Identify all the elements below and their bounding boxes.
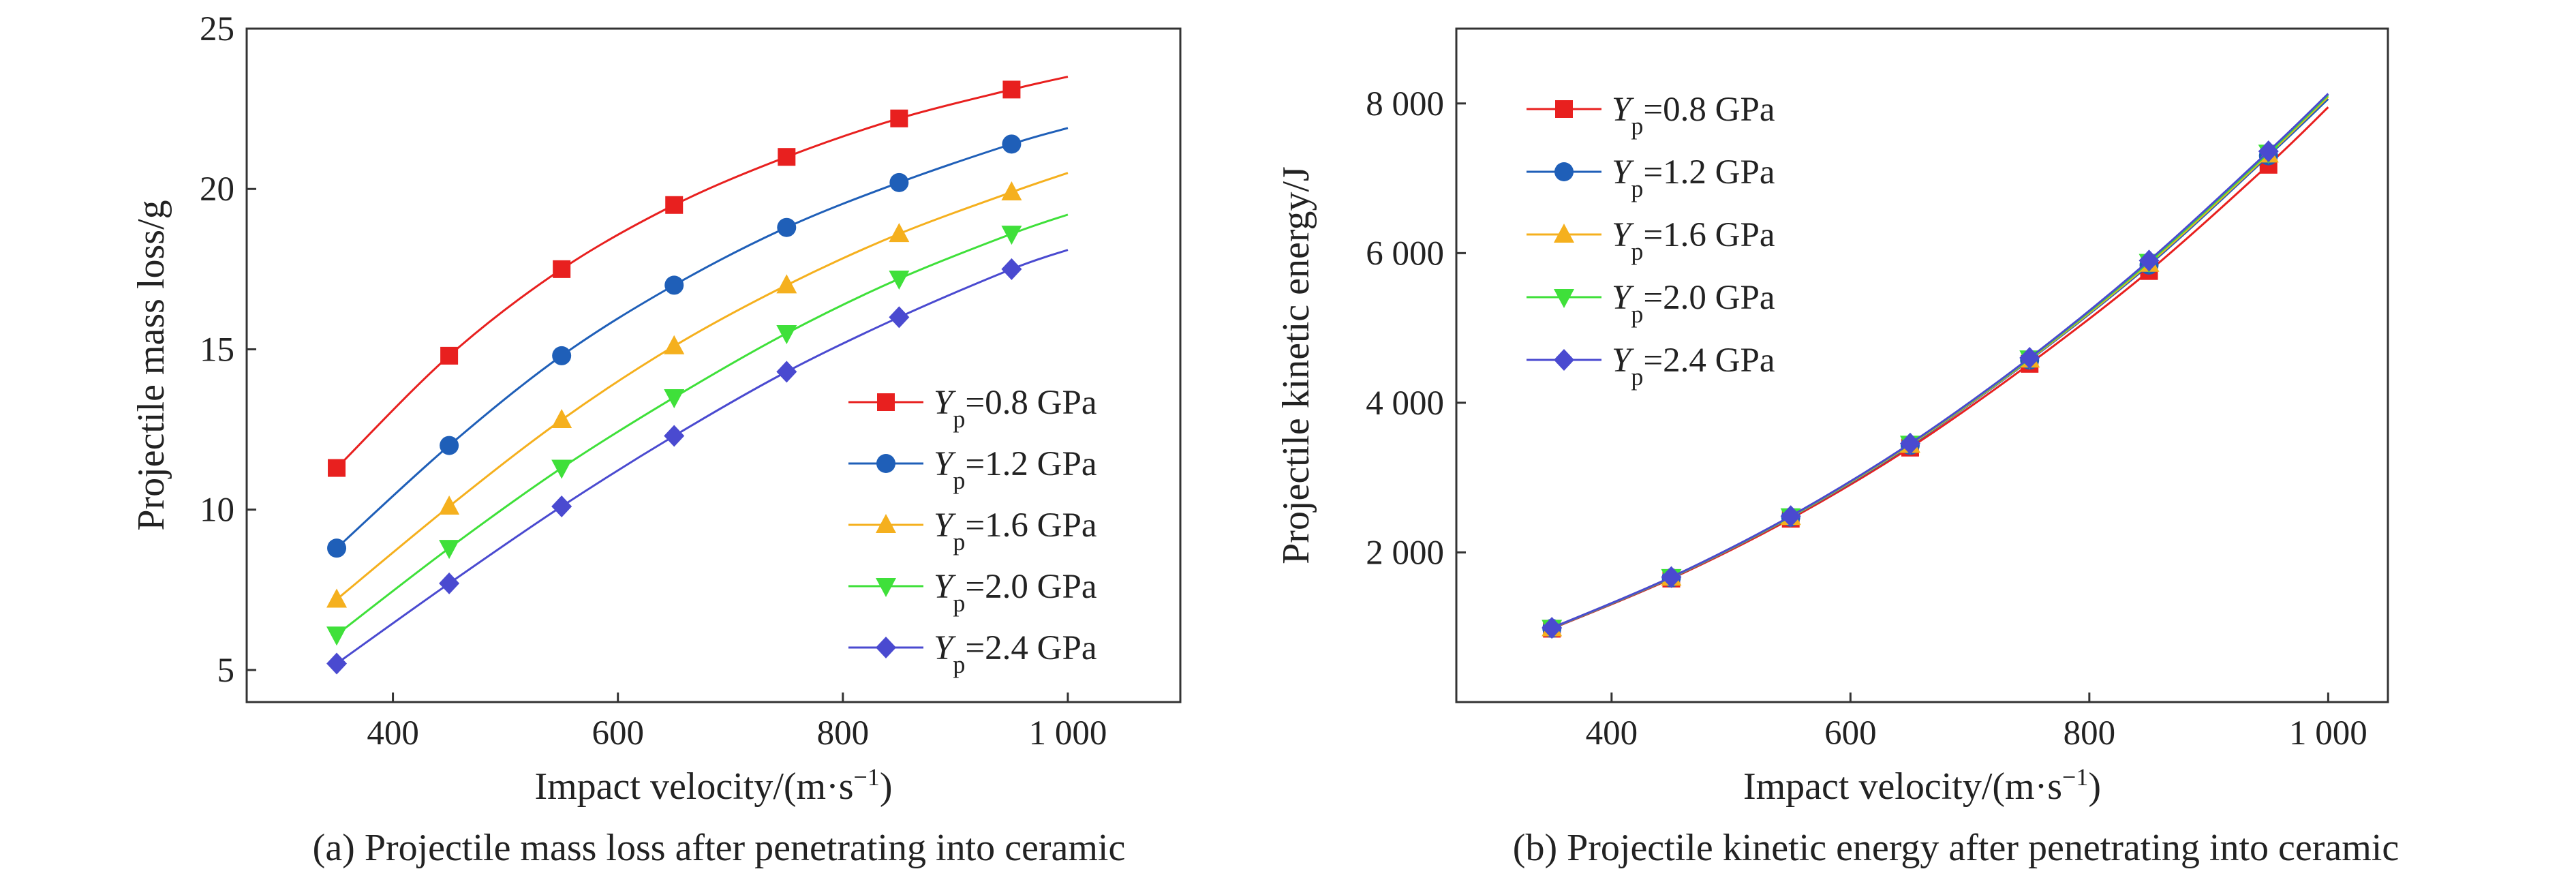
- chart-1-xtick-label: 600: [1824, 714, 1877, 752]
- chart-1-ytick-label: 2 000: [1366, 534, 1444, 572]
- chart-0-ytick-label: 20: [200, 170, 234, 209]
- chart-0-series-2-point: [326, 588, 348, 608]
- chart-0-legend-marker-3: [876, 578, 896, 597]
- chart-0-series-4-point: [1001, 258, 1022, 280]
- chart-0-series-4-point: [326, 652, 348, 675]
- chart-1-ytick-label: 4 000: [1366, 384, 1444, 423]
- chart-0-series-4-point: [664, 425, 685, 447]
- chart-1-xtick-label: 800: [2064, 714, 2116, 752]
- chart-0-ylabel: Projectile mass loss/g: [130, 200, 172, 530]
- chart-0-series-1-point: [327, 538, 347, 558]
- chart-1-series-4-point: [1899, 432, 1920, 455]
- chart-0-series-0-point: [1002, 80, 1021, 99]
- chart-0-series-2-point: [776, 274, 797, 294]
- chart-0-legend-label-1: Yp=1.2 GPa: [934, 445, 1097, 494]
- chart-0-legend-label-0: Yp=0.8 GPa: [934, 384, 1097, 433]
- chart-1-series-4-point: [1661, 566, 1682, 588]
- chart-0-series-4-point: [551, 496, 572, 518]
- chart-0-series-0-point: [440, 346, 459, 365]
- chart-0-xtick-label: 400: [367, 714, 419, 752]
- chart-kinetic-energy: (b) Projectile kinetic energy after pene…: [1275, 27, 2399, 869]
- chart-0-legend-marker-4: [876, 637, 896, 658]
- chart-0-series-2: [326, 172, 1069, 608]
- chart-0-series-1-point: [1002, 134, 1022, 154]
- chart-0-series-3-point: [1001, 226, 1022, 245]
- chart-1-xtick-label: 400: [1586, 714, 1638, 752]
- chart-1-legend-marker-0: [1555, 100, 1573, 118]
- chart-0-legend-marker-1: [876, 454, 895, 473]
- chart-0-series-1-point: [440, 436, 459, 455]
- chart-0-xtick-label: 600: [592, 714, 644, 752]
- chart-1-xtick-label: 1 000: [2289, 714, 2367, 752]
- chart-1-series-4-point: [2138, 249, 2160, 272]
- chart-1-series-4-line: [1551, 93, 2329, 629]
- chart-1-legend-label-0: Yp=0.8 GPa: [1612, 91, 1775, 140]
- chart-0-series-0-point: [328, 459, 346, 477]
- chart-1-legend-label-4: Yp=2.4 GPa: [1612, 341, 1775, 391]
- chart-0-plot-frame: [245, 27, 1182, 703]
- chart-1-legend-marker-1: [1554, 162, 1574, 181]
- chart-0-series-1-point: [664, 275, 684, 295]
- chart-1-series-4-point: [1542, 617, 1563, 639]
- chart-1-series-4: [1542, 93, 2329, 639]
- chart-0-series-3-point: [776, 324, 797, 344]
- chart-1-legend-marker-3: [1554, 289, 1574, 308]
- chart-0-ytick-label: 15: [200, 331, 234, 369]
- chart-0-ytick-label: 5: [217, 652, 235, 690]
- chart-0-legend-label-2: Yp=1.6 GPa: [934, 506, 1097, 556]
- chart-0-series-2-point: [551, 408, 572, 428]
- chart-0-xtick-label: 1 000: [1029, 714, 1107, 752]
- chart-1-legend-label-1: Yp=1.2 GPa: [1612, 153, 1775, 202]
- chart-0-series-0: [328, 76, 1069, 477]
- chart-1-legend-marker-4: [1554, 349, 1574, 371]
- chart-1-series-4-point: [2258, 140, 2279, 163]
- chart-0-ytick-label: 25: [200, 10, 234, 48]
- chart-0-series-2-point: [664, 335, 685, 354]
- chart-0-series-1: [327, 127, 1069, 558]
- chart-0-series-2-point: [889, 223, 910, 243]
- chart-0-legend-label-4: Yp=2.4 GPa: [934, 629, 1097, 678]
- chart-1-plot-frame: [1455, 27, 2389, 703]
- chart-1-series-4-point: [1780, 505, 1801, 528]
- chart-1-ytick-label: 8 000: [1366, 85, 1444, 123]
- chart-1-ylabel: Projectile kinetic energy/J: [1275, 166, 1317, 564]
- chart-1-ytick-label: 6 000: [1366, 234, 1444, 273]
- chart-0-series-0-point: [890, 109, 908, 127]
- chart-1-legend-marker-2: [1554, 224, 1574, 243]
- chart-0-series-4-point: [439, 572, 460, 594]
- chart-a-caption: (a) Projectile mass loss after penetrati…: [313, 827, 1126, 869]
- chart-0-series-0-point: [778, 148, 796, 166]
- chart-0-xtick-label: 800: [817, 714, 870, 752]
- chart-0-series-3-point: [551, 459, 572, 479]
- chart-0-series-1-point: [889, 172, 909, 192]
- chart-0-series-0-point: [665, 196, 684, 214]
- chart-0-series-2-point: [439, 496, 460, 515]
- chart-0-series-3: [326, 213, 1069, 646]
- chart-0-series-3-point: [889, 270, 910, 290]
- chart-0-legend-marker-2: [876, 514, 896, 533]
- chart-0-series-2-point: [1001, 181, 1022, 200]
- chart-1-series-4-point: [2019, 347, 2040, 369]
- chart-0-ytick-label: 10: [200, 491, 234, 530]
- chart-0-series-1-point: [552, 346, 572, 365]
- chart-1-xlabel: Impact velocity/(m·s−1): [1743, 763, 2101, 808]
- chart-0-series-3-point: [439, 540, 460, 560]
- chart-0-series-0-point: [553, 260, 571, 278]
- chart-0-series-1-point: [777, 217, 797, 237]
- chart-0-series-3-point: [664, 389, 685, 409]
- chart-b-caption: (b) Projectile kinetic energy after pene…: [1513, 827, 2399, 869]
- chart-0-series-3-point: [326, 626, 348, 646]
- chart-0-legend-marker-0: [877, 393, 895, 411]
- chart-0-legend-label-3: Yp=2.0 GPa: [934, 568, 1097, 617]
- chart-1-legend-label-3: Yp=2.0 GPa: [1612, 279, 1775, 328]
- chart-0-series-4-point: [889, 306, 910, 329]
- chart-0-xlabel: Impact velocity/(m·s−1): [534, 763, 892, 808]
- chart-0-series-4-point: [776, 361, 797, 383]
- chart-mass-loss: (a) Projectile mass loss after penetrati…: [130, 10, 1182, 869]
- chart-0-series-4: [326, 249, 1069, 675]
- chart-1-legend-label-2: Yp=1.6 GPa: [1612, 216, 1775, 265]
